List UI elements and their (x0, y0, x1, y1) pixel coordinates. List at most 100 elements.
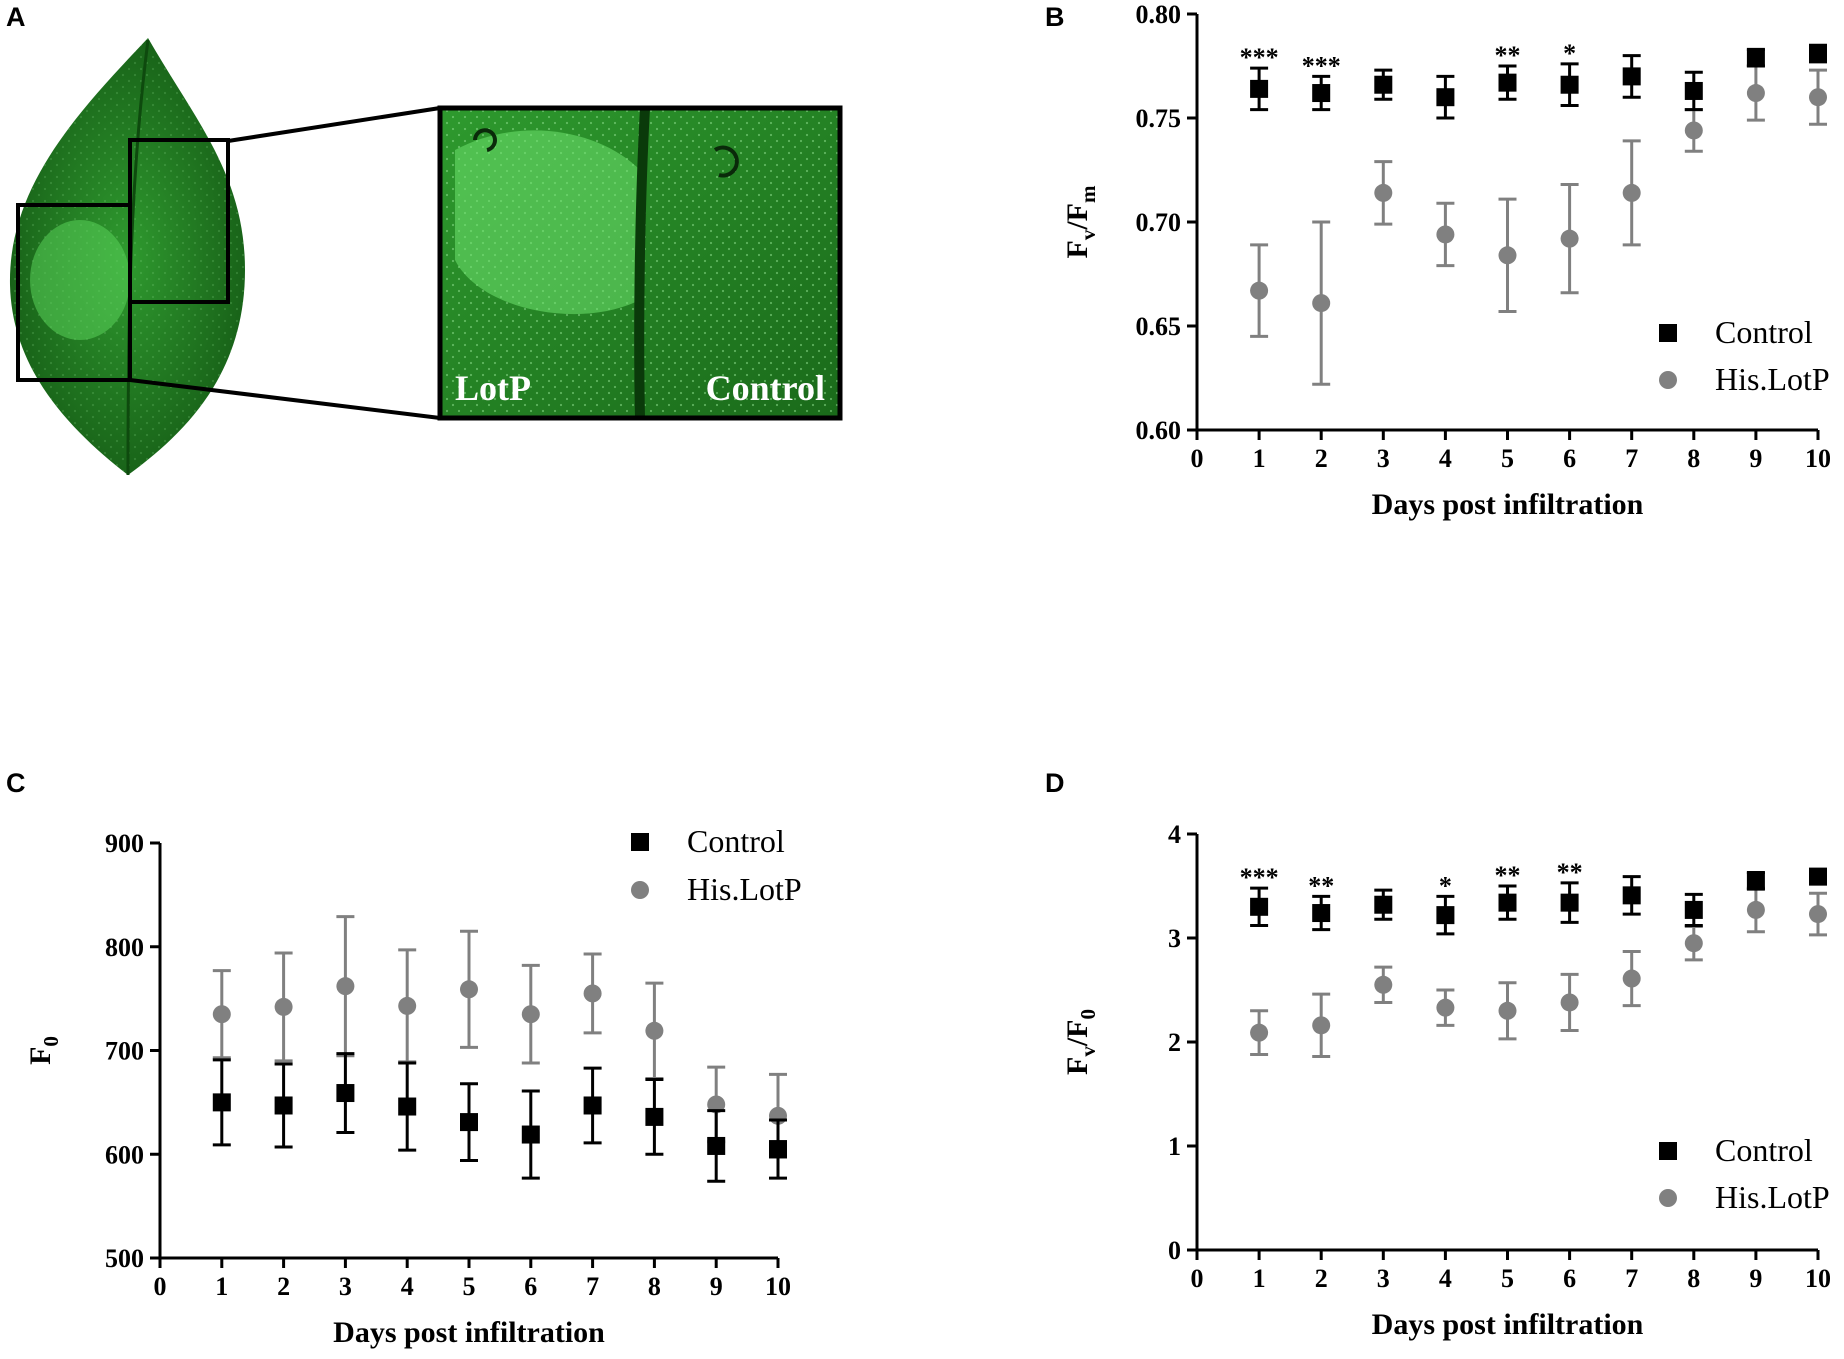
hislotp-point (1809, 905, 1827, 924)
x-tick-label: 7 (1625, 1264, 1638, 1293)
y-axis-label-subscript: 0 (1076, 1009, 1100, 1020)
y-tick-label: 700 (105, 1037, 144, 1066)
chart-fv-f0: 0 1 2 3 4 0 1 2 3 4 5 6 7 8 9 10 Days post infiltration F… (1061, 820, 1831, 1341)
control-point (583, 1096, 602, 1115)
significance-annotation: ** (1495, 861, 1521, 890)
y-tick-label: 4 (1168, 820, 1181, 849)
x-tick-label: 2 (277, 1272, 290, 1301)
y-tick-label: 2 (1168, 1028, 1181, 1057)
hislotp-point (274, 997, 293, 1016)
y-tick-label: 0.75 (1136, 104, 1182, 133)
y-axis-label-part: /F (1061, 1020, 1094, 1048)
chart-fv-fm: 0.60 0.65 0.70 0.75 0.80 0 1 2 3 4 5 6 7 8 9 10 Days pos… (1061, 0, 1831, 521)
y-axis-label-subscript: 0 (39, 1036, 63, 1047)
control-point (1560, 893, 1579, 912)
control-point (521, 1125, 540, 1144)
control-point (1312, 84, 1331, 103)
x-tick-label: 2 (1315, 1264, 1328, 1293)
x-tick-label: 9 (1749, 444, 1762, 473)
hislotp-point (521, 1005, 540, 1024)
x-tick-label: 6 (1563, 1264, 1576, 1293)
x-tick-label: 3 (1377, 1264, 1390, 1293)
x-tick-label: 0 (1191, 444, 1204, 473)
hislotp-point (1250, 1023, 1269, 1042)
hislotp-point (1746, 900, 1765, 919)
hislotp-point (1250, 281, 1269, 300)
legend-control-label: Control (1715, 314, 1813, 350)
y-axis-label: Fv/Fm (1061, 185, 1100, 259)
y-tick-label: 1 (1168, 1132, 1181, 1161)
significance-annotation: *** (1302, 51, 1341, 80)
hislotp-point (583, 984, 602, 1003)
legend-control-label: Control (1715, 1132, 1813, 1168)
x-tick-label: 5 (1501, 1264, 1514, 1293)
x-tick-label: 0 (1191, 1264, 1204, 1293)
hislotp-point (645, 1021, 664, 1040)
control-point (707, 1136, 726, 1155)
y-tick-label: 0.70 (1136, 208, 1182, 237)
hislotp-point (1312, 294, 1331, 313)
control-point (212, 1093, 231, 1112)
control-point (336, 1084, 355, 1103)
hislotp-point (460, 980, 478, 999)
y-tick-label: 0 (1168, 1236, 1181, 1265)
significance-annotation: ** (1495, 41, 1521, 70)
x-tick-label: 0 (154, 1272, 167, 1301)
control-point (1312, 904, 1331, 923)
y-axis-label-subscript: m (1076, 185, 1100, 203)
panel-label-b: B (1045, 2, 1065, 32)
x-tick-label: 7 (1625, 444, 1638, 473)
x-tick-label: 2 (1315, 444, 1328, 473)
y-tick-label: 500 (105, 1244, 144, 1273)
legend-hislotp-label: His.LotP (1715, 1179, 1830, 1215)
legend-hislotp-marker (1659, 1189, 1677, 1207)
zoom-line-top (227, 106, 441, 143)
leaf-infiltration-spot (30, 220, 130, 340)
control-point (1560, 75, 1579, 94)
control-point (1436, 906, 1455, 925)
legend-control-marker (1659, 1142, 1677, 1160)
y-tick-label: 0.80 (1136, 0, 1182, 29)
y-axis-label-part: F (1061, 240, 1094, 258)
x-tick-label: 3 (1377, 444, 1390, 473)
y-tick-label: 0.60 (1136, 416, 1182, 445)
control-point (1684, 81, 1703, 100)
hislotp-point (1436, 225, 1455, 244)
panel-label-d: D (1045, 768, 1065, 798)
x-tick-label: 1 (1253, 444, 1266, 473)
x-tick-label: 8 (648, 1272, 661, 1301)
y-tick-label: 900 (105, 829, 144, 858)
hislotp-point (398, 996, 417, 1015)
y-tick-label: 0.65 (1136, 312, 1182, 341)
significance-annotation: ** (1557, 858, 1583, 887)
y-axis-label-part: /F (1061, 203, 1094, 231)
control-point (1746, 871, 1765, 890)
control-point (460, 1113, 478, 1132)
hislotp-point (707, 1095, 726, 1114)
control-point (1436, 88, 1455, 107)
panel-label-a: A (6, 2, 26, 32)
legend-control-label: Control (687, 823, 785, 859)
x-tick-label: 10 (1805, 1264, 1831, 1293)
y-tick-label: 3 (1168, 924, 1181, 953)
y-axis-label-subscript: v (1076, 1046, 1100, 1057)
zoom-line-bottom (129, 378, 441, 420)
control-point (1809, 867, 1827, 886)
x-tick-label: 7 (586, 1272, 599, 1301)
control-point (1622, 67, 1641, 86)
hislotp-point (1746, 84, 1765, 103)
control-point (1498, 893, 1517, 912)
hislotp-point (1560, 993, 1579, 1012)
inset-midrib (634, 107, 650, 419)
hislotp-point (1560, 229, 1579, 248)
x-tick-label: 5 (463, 1272, 476, 1301)
legend-hislotp-marker (1659, 371, 1677, 389)
chart-f0: 500 600 700 800 900 0 1 2 3 4 5 6 7 8 9 10 Days post inf… (24, 823, 802, 1349)
x-tick-label: 3 (339, 1272, 352, 1301)
hislotp-point (1498, 246, 1517, 265)
significance-annotation: *** (1240, 43, 1279, 72)
y-axis-label-subscript: v (1076, 229, 1100, 240)
hislotp-point (1809, 88, 1827, 107)
control-point (1374, 895, 1393, 914)
panel-label-c: C (6, 768, 26, 798)
